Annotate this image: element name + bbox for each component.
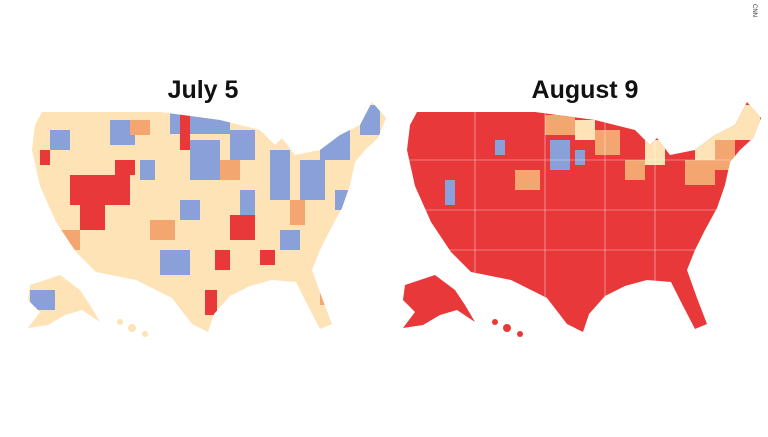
us-map	[403, 102, 761, 337]
credit: CNN	[751, 4, 757, 17]
map-title: July 5	[168, 76, 239, 104]
map-title: August 9	[532, 76, 639, 104]
us-map	[28, 102, 386, 337]
